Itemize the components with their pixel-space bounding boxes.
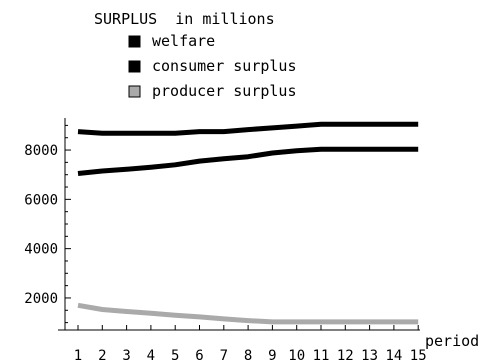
x-tick-label: 6 [195,348,203,364]
x-tick-label: 11 [313,348,330,364]
legend-swatch [128,35,141,48]
x-tick-label: 1 [74,348,82,364]
y-tick-label: 2000 [24,291,58,307]
x-tick-label: 14 [385,348,402,364]
x-tick-label: 3 [122,348,130,364]
x-tick-label: 8 [244,348,252,364]
series-line [77,121,419,136]
chart-title: SURPLUS in millions [94,10,275,28]
series-layer [77,121,419,325]
x-tick-label: 10 [288,348,305,364]
series-line [77,146,419,176]
legend-label: consumer surplus [152,57,297,75]
legend-label: producer surplus [152,82,297,100]
x-tick-label: 5 [171,348,179,364]
legend-label: welfare [152,32,215,50]
y-tick-label: 6000 [24,192,58,208]
x-tick-label: 13 [361,348,378,364]
x-tick-label: 4 [147,348,155,364]
x-tick-label: 7 [220,348,228,364]
series-line [77,302,419,325]
x-tick-label: 15 [410,348,427,364]
x-tick-label: 9 [268,348,276,364]
legend-swatch [128,60,141,73]
x-tick-label: 12 [337,348,354,364]
y-tick-label: 8000 [24,143,58,159]
y-tick-label: 4000 [24,242,58,258]
legend: welfare consumer surplus producer surplus [128,32,297,100]
x-tick-label: 2 [98,348,106,364]
x-axis-label: period [425,332,479,350]
legend-swatch [128,85,141,98]
